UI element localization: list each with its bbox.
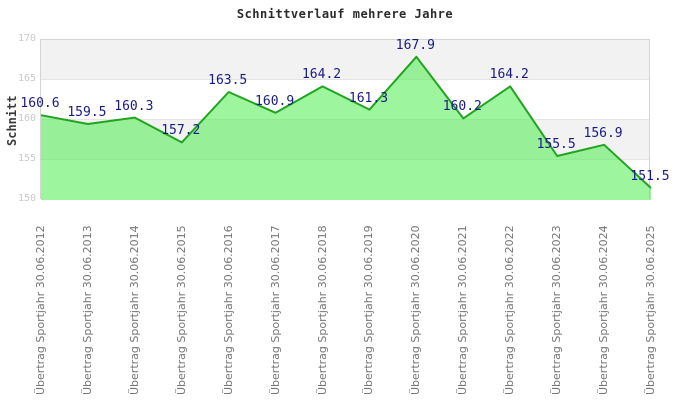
x-axis-label: Übertrag Sportjahr 30.06.2020 xyxy=(409,225,423,395)
x-axis-label: Übertrag Sportjahr 30.06.2016 xyxy=(221,225,235,395)
y-axis-tick-label: 170 xyxy=(17,33,36,44)
plot-area xyxy=(40,39,652,200)
x-axis-label: Übertrag Sportjahr 30.06.2017 xyxy=(268,225,282,395)
x-axis-label: Übertrag Sportjahr 30.06.2015 xyxy=(174,225,188,395)
x-axis-label: Übertrag Sportjahr 30.06.2021 xyxy=(456,225,470,395)
area-series xyxy=(40,55,652,200)
y-axis-tick-label: 155 xyxy=(17,153,36,164)
x-axis-label: Übertrag Sportjahr 30.06.2018 xyxy=(315,225,329,395)
x-axis-label: Übertrag Sportjahr 30.06.2012 xyxy=(34,225,47,395)
x-axis-labels: Übertrag Sportjahr 30.06.2012 Übertrag Sp… xyxy=(34,212,690,412)
y-axis-tick-label: 160 xyxy=(17,113,36,124)
y-axis-tick-label: 165 xyxy=(17,73,36,84)
x-axis-label: Übertrag Sportjahr 30.06.2019 xyxy=(362,225,376,395)
x-axis-label: Übertrag Sportjahr 30.06.2024 xyxy=(597,225,611,395)
x-axis-label: Übertrag Sportjahr 30.06.2023 xyxy=(550,225,564,395)
area-outline xyxy=(40,55,652,189)
chart-title: Schnittverlauf mehrere Jahre xyxy=(236,7,454,21)
x-axis-label: Übertrag Sportjahr 30.06.2022 xyxy=(503,225,517,395)
area-fill xyxy=(41,56,651,200)
x-axis-label: Übertrag Sportjahr 30.06.2013 xyxy=(80,225,94,395)
x-axis-label: Übertrag Sportjahr 30.06.2025 xyxy=(644,225,657,395)
x-axis-label: Übertrag Sportjahr 30.06.2014 xyxy=(127,225,141,395)
plot-band xyxy=(41,40,649,80)
y-axis-tick-label: 150 xyxy=(17,193,36,204)
